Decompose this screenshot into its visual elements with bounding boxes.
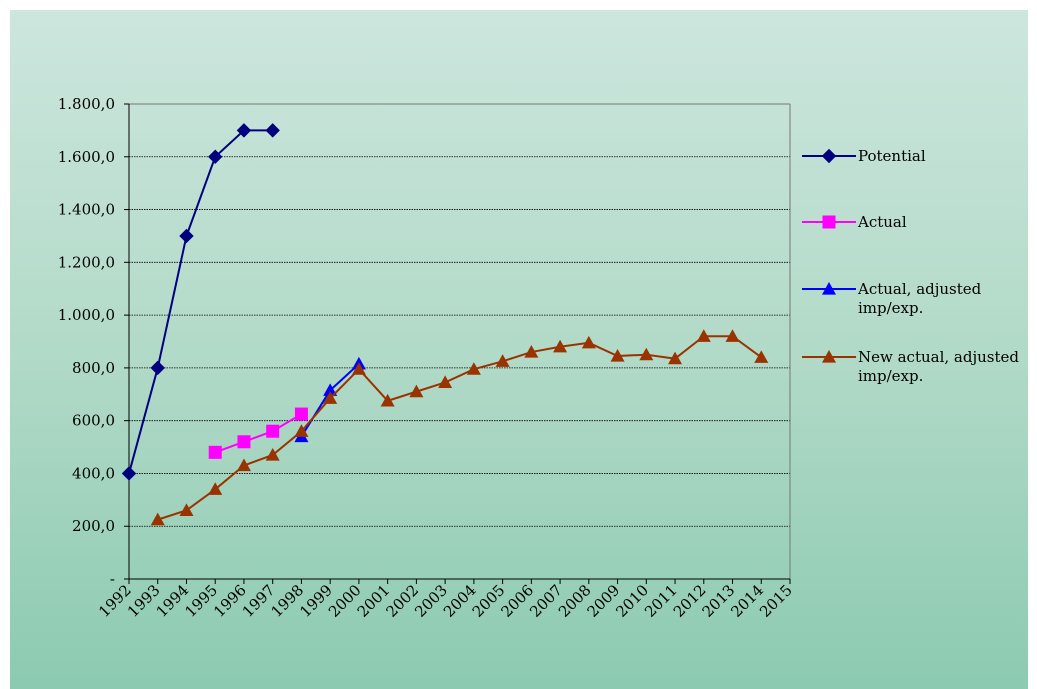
- series-line: [214, 413, 302, 454]
- x-tick-label: 1996: [210, 581, 250, 621]
- y-tick-label: 800,0: [72, 359, 115, 377]
- legend-entry-1: Actual: [802, 213, 907, 231]
- data-point: [294, 407, 308, 421]
- gridlines: [129, 103, 790, 527]
- data-point: [323, 383, 338, 396]
- legend-label: Potential: [858, 147, 926, 165]
- x-tick-label: 1999: [296, 581, 336, 621]
- x-tick-label: 1994: [153, 581, 193, 621]
- data-point: [150, 360, 165, 376]
- data-point: [208, 445, 222, 459]
- data-point: [179, 503, 194, 516]
- data-point: [466, 362, 481, 375]
- legend-label: imp/exp.: [858, 299, 923, 317]
- axes: [128, 103, 791, 580]
- x-tick-label: 1995: [181, 581, 221, 621]
- legend-label: Actual, adjusted: [857, 280, 982, 298]
- x-tick-label: 2007: [526, 581, 566, 621]
- line-chart: - 200,0 400,0 600,0 800,0 1.000,0 1.200,0 1.400…: [58, 95, 1020, 621]
- data-point: [121, 466, 137, 481]
- x-tick-label: 1993: [124, 581, 164, 621]
- series-group: [121, 123, 769, 526]
- x-tick-label: 2003: [411, 581, 451, 621]
- series-0: [121, 123, 280, 481]
- data-point: [696, 329, 711, 342]
- data-point: [294, 424, 309, 437]
- x-tick-label: 2011: [641, 581, 681, 621]
- legend-marker: [822, 282, 836, 295]
- data-point: [409, 384, 424, 398]
- data-point: [150, 512, 165, 526]
- data-point: [236, 123, 252, 138]
- x-tick-label: 2012: [670, 581, 710, 621]
- x-tick-label: 2010: [612, 581, 652, 621]
- x-tick-label: 2009: [584, 581, 624, 621]
- data-point: [179, 228, 194, 244]
- series-1: [208, 407, 308, 459]
- y-tick-label: 400,0: [72, 464, 115, 482]
- data-point: [495, 354, 510, 367]
- y-tick-label: 1.400,0: [58, 201, 115, 219]
- data-point: [610, 349, 625, 362]
- y-tick-label: 600,0: [72, 412, 115, 430]
- data-point: [265, 447, 280, 461]
- legend-label: Actual: [857, 213, 907, 231]
- data-point: [266, 424, 280, 438]
- legend-entry-0: Potential: [802, 147, 926, 165]
- data-point: [351, 362, 366, 375]
- data-point: [208, 149, 223, 164]
- data-point: [323, 391, 338, 404]
- data-point: [725, 329, 740, 342]
- data-point: [265, 123, 280, 138]
- x-tick-label: 1998: [268, 581, 308, 621]
- x-tick-label: 2008: [555, 581, 595, 621]
- x-tick-label: 2004: [440, 581, 480, 621]
- x-tick-label: 2014: [727, 581, 767, 621]
- x-tick-label: 2006: [497, 581, 537, 621]
- y-tick-label: 1.600,0: [58, 148, 115, 166]
- x-tick-label: 2015: [756, 581, 796, 621]
- x-tick-label: 2000: [325, 581, 365, 621]
- data-point: [639, 347, 654, 361]
- legend-marker: [822, 350, 836, 363]
- y-tick-label: -: [110, 570, 115, 588]
- data-point: [237, 435, 251, 449]
- y-tick-label: 1.800,0: [58, 95, 115, 113]
- x-axis-ticks: 1992199319941995199619971998199920002001…: [95, 579, 796, 621]
- x-tick-label: 2005: [469, 581, 509, 621]
- x-tick-label: 2001: [354, 581, 394, 621]
- legend-marker: [822, 215, 836, 229]
- chart-area: - 200,0 400,0 600,0 800,0 1.000,0 1.200,0 1.400…: [10, 10, 1028, 689]
- x-tick-label: 2013: [699, 581, 739, 621]
- legend-label: New actual, adjusted: [858, 348, 1019, 366]
- data-point: [236, 458, 251, 472]
- series-3: [150, 329, 769, 526]
- y-tick-label: 1.200,0: [58, 253, 115, 271]
- legend-marker: [821, 148, 837, 164]
- series-line: [157, 335, 762, 521]
- data-point: [553, 339, 568, 353]
- data-point: [668, 351, 683, 365]
- legend-label: imp/exp.: [858, 367, 923, 385]
- data-point: [754, 350, 769, 363]
- data-point: [524, 345, 539, 358]
- x-tick-label: 1992: [95, 581, 135, 621]
- data-point: [208, 482, 223, 495]
- data-point: [438, 375, 453, 389]
- y-tick-label: 1.000,0: [58, 306, 115, 324]
- x-tick-label: 2002: [382, 581, 422, 621]
- data-point: [380, 393, 395, 407]
- x-tick-label: 1997: [239, 581, 279, 621]
- data-point: [581, 335, 596, 349]
- series-line: [128, 129, 273, 474]
- y-axis-ticks: - 200,0 400,0 600,0 800,0 1.000,0 1.200,0 1.400…: [58, 95, 129, 588]
- y-tick-label: 200,0: [72, 517, 115, 535]
